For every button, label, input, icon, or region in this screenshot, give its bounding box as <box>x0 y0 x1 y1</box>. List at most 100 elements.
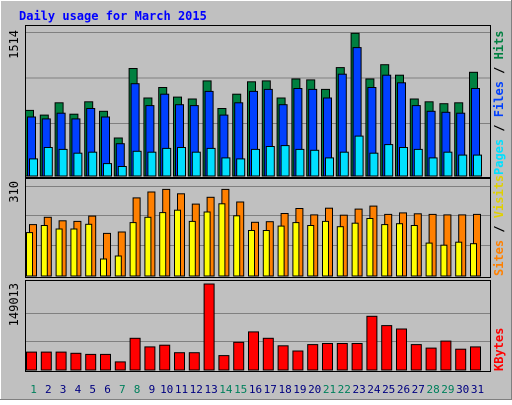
day-label: 18 <box>278 383 291 396</box>
pages-bar <box>162 147 172 177</box>
pages-bar <box>58 148 68 177</box>
kbytes-bar <box>174 352 185 371</box>
legend-separator: / <box>492 59 506 81</box>
kbytes-bar <box>366 315 378 371</box>
day-label: 17 <box>264 383 277 396</box>
day-label: 19 <box>293 383 306 396</box>
legend-separator: / <box>492 218 506 240</box>
kbytes-bar <box>70 352 82 371</box>
pages-bar <box>384 144 394 177</box>
files-legend: Files <box>492 81 506 117</box>
visits-bar <box>85 223 93 277</box>
day-label: 11 <box>175 383 188 396</box>
pages-bar <box>369 152 379 177</box>
day-label: 3 <box>60 383 67 396</box>
kbytes-bar <box>26 351 37 371</box>
kbytes-bar <box>322 343 333 371</box>
visits-bar <box>307 225 315 277</box>
pages-bar <box>206 147 216 177</box>
visits-bar <box>70 228 78 277</box>
pages-bar <box>310 149 320 177</box>
day-label: 5 <box>89 383 96 396</box>
visits-bar <box>396 223 403 277</box>
day-label: 13 <box>204 383 217 396</box>
day-label: 23 <box>352 383 365 396</box>
pages-bar <box>443 151 453 177</box>
kbytes-legend: KBytes <box>492 328 506 371</box>
day-label: 7 <box>119 383 126 396</box>
pages-bar <box>221 157 231 177</box>
day-label: 24 <box>367 383 381 396</box>
kbytes-bar <box>336 343 348 371</box>
sites-visits-legend: Sites / Visits <box>492 175 506 276</box>
pages-bar <box>73 152 83 177</box>
day-label: 22 <box>338 383 351 396</box>
visits-bar <box>203 211 211 277</box>
pages-bar <box>458 154 468 177</box>
day-label: 15 <box>234 383 247 396</box>
visits-bar <box>455 241 463 277</box>
visits-bar <box>277 225 285 277</box>
visits-bar <box>159 212 167 277</box>
pages-bar <box>177 147 186 177</box>
kbytes-bar <box>159 344 171 371</box>
kbytes-bar <box>381 325 393 371</box>
hits-legend-label: Hits <box>492 30 506 59</box>
kbytes-bar <box>277 345 289 371</box>
kbytes-bar <box>218 355 230 371</box>
visits-bar <box>322 220 329 277</box>
kbytes-bar <box>455 348 467 371</box>
visits-bar <box>233 215 241 277</box>
visits-bar <box>470 243 477 277</box>
pages-bar <box>339 151 349 177</box>
pages-bar <box>473 154 482 177</box>
visits-bar <box>366 218 374 277</box>
pages-bar <box>280 145 290 177</box>
day-label: 14 <box>219 383 233 396</box>
visits-bar <box>425 242 433 277</box>
pages-bar <box>354 135 364 177</box>
visits-bar <box>262 230 270 277</box>
kbytes-bar <box>114 361 126 371</box>
visits-legend: Visits <box>492 175 506 218</box>
day-label: 9 <box>149 383 156 396</box>
kbytes-bar <box>307 344 319 371</box>
kbytes-bar <box>248 331 259 371</box>
pages-bar <box>29 158 38 177</box>
day-label: 27 <box>412 383 425 396</box>
pages-bar <box>132 150 142 177</box>
pages-bar <box>265 146 275 177</box>
pages-bar <box>236 158 246 177</box>
visits-bar <box>336 226 344 277</box>
day-label: 31 <box>471 383 484 396</box>
pages-bar <box>251 148 260 177</box>
visits-bar <box>248 230 255 277</box>
kbytes-bar <box>129 337 141 371</box>
pages-bar <box>399 147 408 177</box>
day-label: 10 <box>160 383 173 396</box>
hits-legend: Pages / Files / Hits <box>492 30 506 175</box>
sites-ymax-label: 310 <box>7 181 21 203</box>
pages-legend: Pages <box>492 139 506 175</box>
kbytes-bar <box>292 350 304 371</box>
visits-bar <box>55 228 63 277</box>
day-label: 12 <box>190 383 203 396</box>
day-label: 6 <box>104 383 111 396</box>
pages-bar <box>428 157 438 177</box>
day-label: 30 <box>456 383 469 396</box>
day-label: 25 <box>382 383 395 396</box>
visits-bar <box>174 209 181 277</box>
day-label: 26 <box>397 383 410 396</box>
visits-bar <box>144 216 152 277</box>
kbytes-bar <box>233 341 245 371</box>
kbytes-bar <box>100 353 111 371</box>
pages-bar <box>117 166 127 177</box>
day-label: 28 <box>426 383 439 396</box>
kbytes-bar <box>203 283 215 371</box>
kbytes-bar <box>262 337 274 371</box>
kbytes-bar <box>351 343 363 371</box>
pages-bar <box>147 151 157 177</box>
hits-ymax-label: 1514 <box>7 30 21 59</box>
